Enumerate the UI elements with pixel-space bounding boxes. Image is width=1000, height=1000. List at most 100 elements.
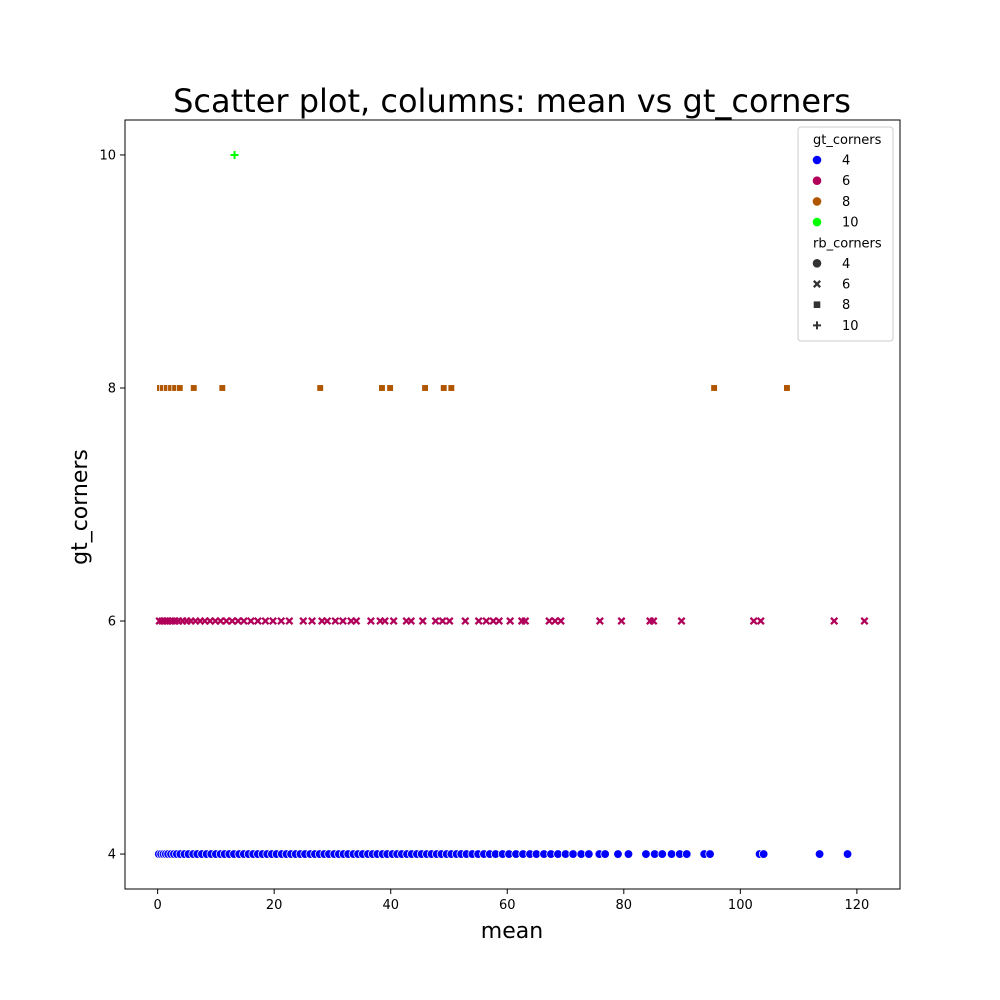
data-point (677, 617, 686, 626)
x-tick-label: 120 (844, 898, 869, 913)
legend-hue-marker (812, 197, 822, 206)
legend-style-label: 6 (842, 278, 850, 293)
data-point (705, 849, 715, 859)
data-point (623, 849, 634, 859)
data-point (657, 849, 667, 859)
legend-box (797, 126, 894, 342)
data-point (407, 617, 416, 626)
data-point (386, 384, 394, 392)
data-point (617, 617, 626, 626)
data-point (783, 384, 791, 392)
x-tick-label: 100 (728, 898, 753, 913)
data-point (842, 849, 853, 859)
data-point (584, 849, 594, 859)
data-point (277, 617, 286, 626)
legend-hue-label: 6 (842, 174, 850, 189)
legend-hue-label: 4 (842, 154, 850, 169)
legend-hue-label: 8 (842, 195, 850, 210)
x-axis-label: mean (481, 919, 543, 944)
data-point (431, 617, 440, 626)
data-point (230, 150, 239, 159)
data-point (268, 617, 278, 626)
data-point (218, 384, 226, 392)
legend-style-label: 8 (842, 298, 850, 313)
legend-style-marker (813, 321, 821, 330)
data-point (418, 617, 427, 626)
data-point (285, 617, 294, 626)
data-point (568, 849, 578, 859)
data-point (323, 617, 332, 626)
legend-style-label: 10 (842, 319, 859, 334)
data-point (366, 617, 375, 626)
data-point (316, 384, 324, 392)
y-tick-label: 6 (108, 615, 116, 630)
legend-style-marker (813, 301, 821, 308)
x-tick-label: 0 (153, 898, 161, 913)
legend-hue-marker (812, 155, 822, 165)
data-point (814, 849, 825, 859)
x-tick-label: 40 (382, 898, 399, 913)
legend-style-marker (812, 259, 822, 268)
data-point (613, 849, 623, 859)
data-point (239, 617, 248, 626)
data-point (595, 617, 604, 626)
data-point (495, 617, 504, 626)
data-point (190, 384, 198, 392)
data-point (649, 617, 658, 626)
data-point (474, 617, 483, 626)
data-point (338, 617, 347, 626)
data-point (445, 617, 454, 626)
data-point (176, 384, 184, 392)
data-point (253, 617, 262, 626)
x-tick-label: 60 (499, 898, 516, 913)
data-point (389, 617, 398, 626)
data-point (521, 617, 530, 626)
legend-style-title: rb_corners (813, 236, 882, 251)
points-layer (154, 150, 869, 859)
y-tick-label: 4 (108, 848, 116, 863)
data-point (506, 617, 515, 626)
y-axis-label: gt_corners (68, 449, 93, 565)
legend-hue-marker (812, 176, 822, 185)
chart-title: Scatter plot, columns: mean vs gt_corner… (173, 82, 851, 120)
data-point (758, 849, 769, 859)
data-point (421, 384, 429, 392)
legend-style-label: 4 (842, 257, 850, 272)
legend-style-marker (812, 279, 822, 289)
x-tick-label: 80 (616, 898, 633, 913)
x-tick-label: 20 (266, 898, 283, 913)
legend-hue-marker (812, 217, 822, 227)
data-point (308, 617, 317, 626)
data-point (380, 617, 389, 626)
legend-hue-label: 10 (842, 216, 859, 231)
data-point (299, 617, 308, 626)
data-point (261, 617, 270, 626)
data-point (749, 617, 758, 626)
data-point (710, 384, 718, 392)
y-tick-label: 8 (108, 381, 116, 396)
legend: gt_corners 4 6 8 10 rb_corners 4 6 8 10 (797, 126, 894, 342)
data-point (756, 617, 765, 626)
data-point (378, 384, 386, 392)
legend-hue-title: gt_corners (813, 133, 882, 148)
plot-frame (124, 119, 901, 890)
data-point (556, 617, 565, 626)
y-tick-label: 10 (99, 148, 116, 163)
data-point (352, 617, 361, 626)
data-point (246, 617, 255, 626)
data-point (438, 617, 447, 626)
data-point (600, 849, 610, 859)
data-point (641, 849, 651, 859)
data-point (461, 617, 470, 626)
data-point (682, 849, 692, 859)
data-point (482, 617, 491, 626)
data-point (666, 849, 677, 859)
data-point (860, 617, 869, 626)
data-point (440, 384, 448, 392)
ticks-layer: 0 20 40 60 80 100 120 4 6 8 10 (99, 148, 869, 913)
data-point (447, 384, 455, 392)
data-point (331, 617, 340, 626)
data-point (830, 617, 839, 626)
